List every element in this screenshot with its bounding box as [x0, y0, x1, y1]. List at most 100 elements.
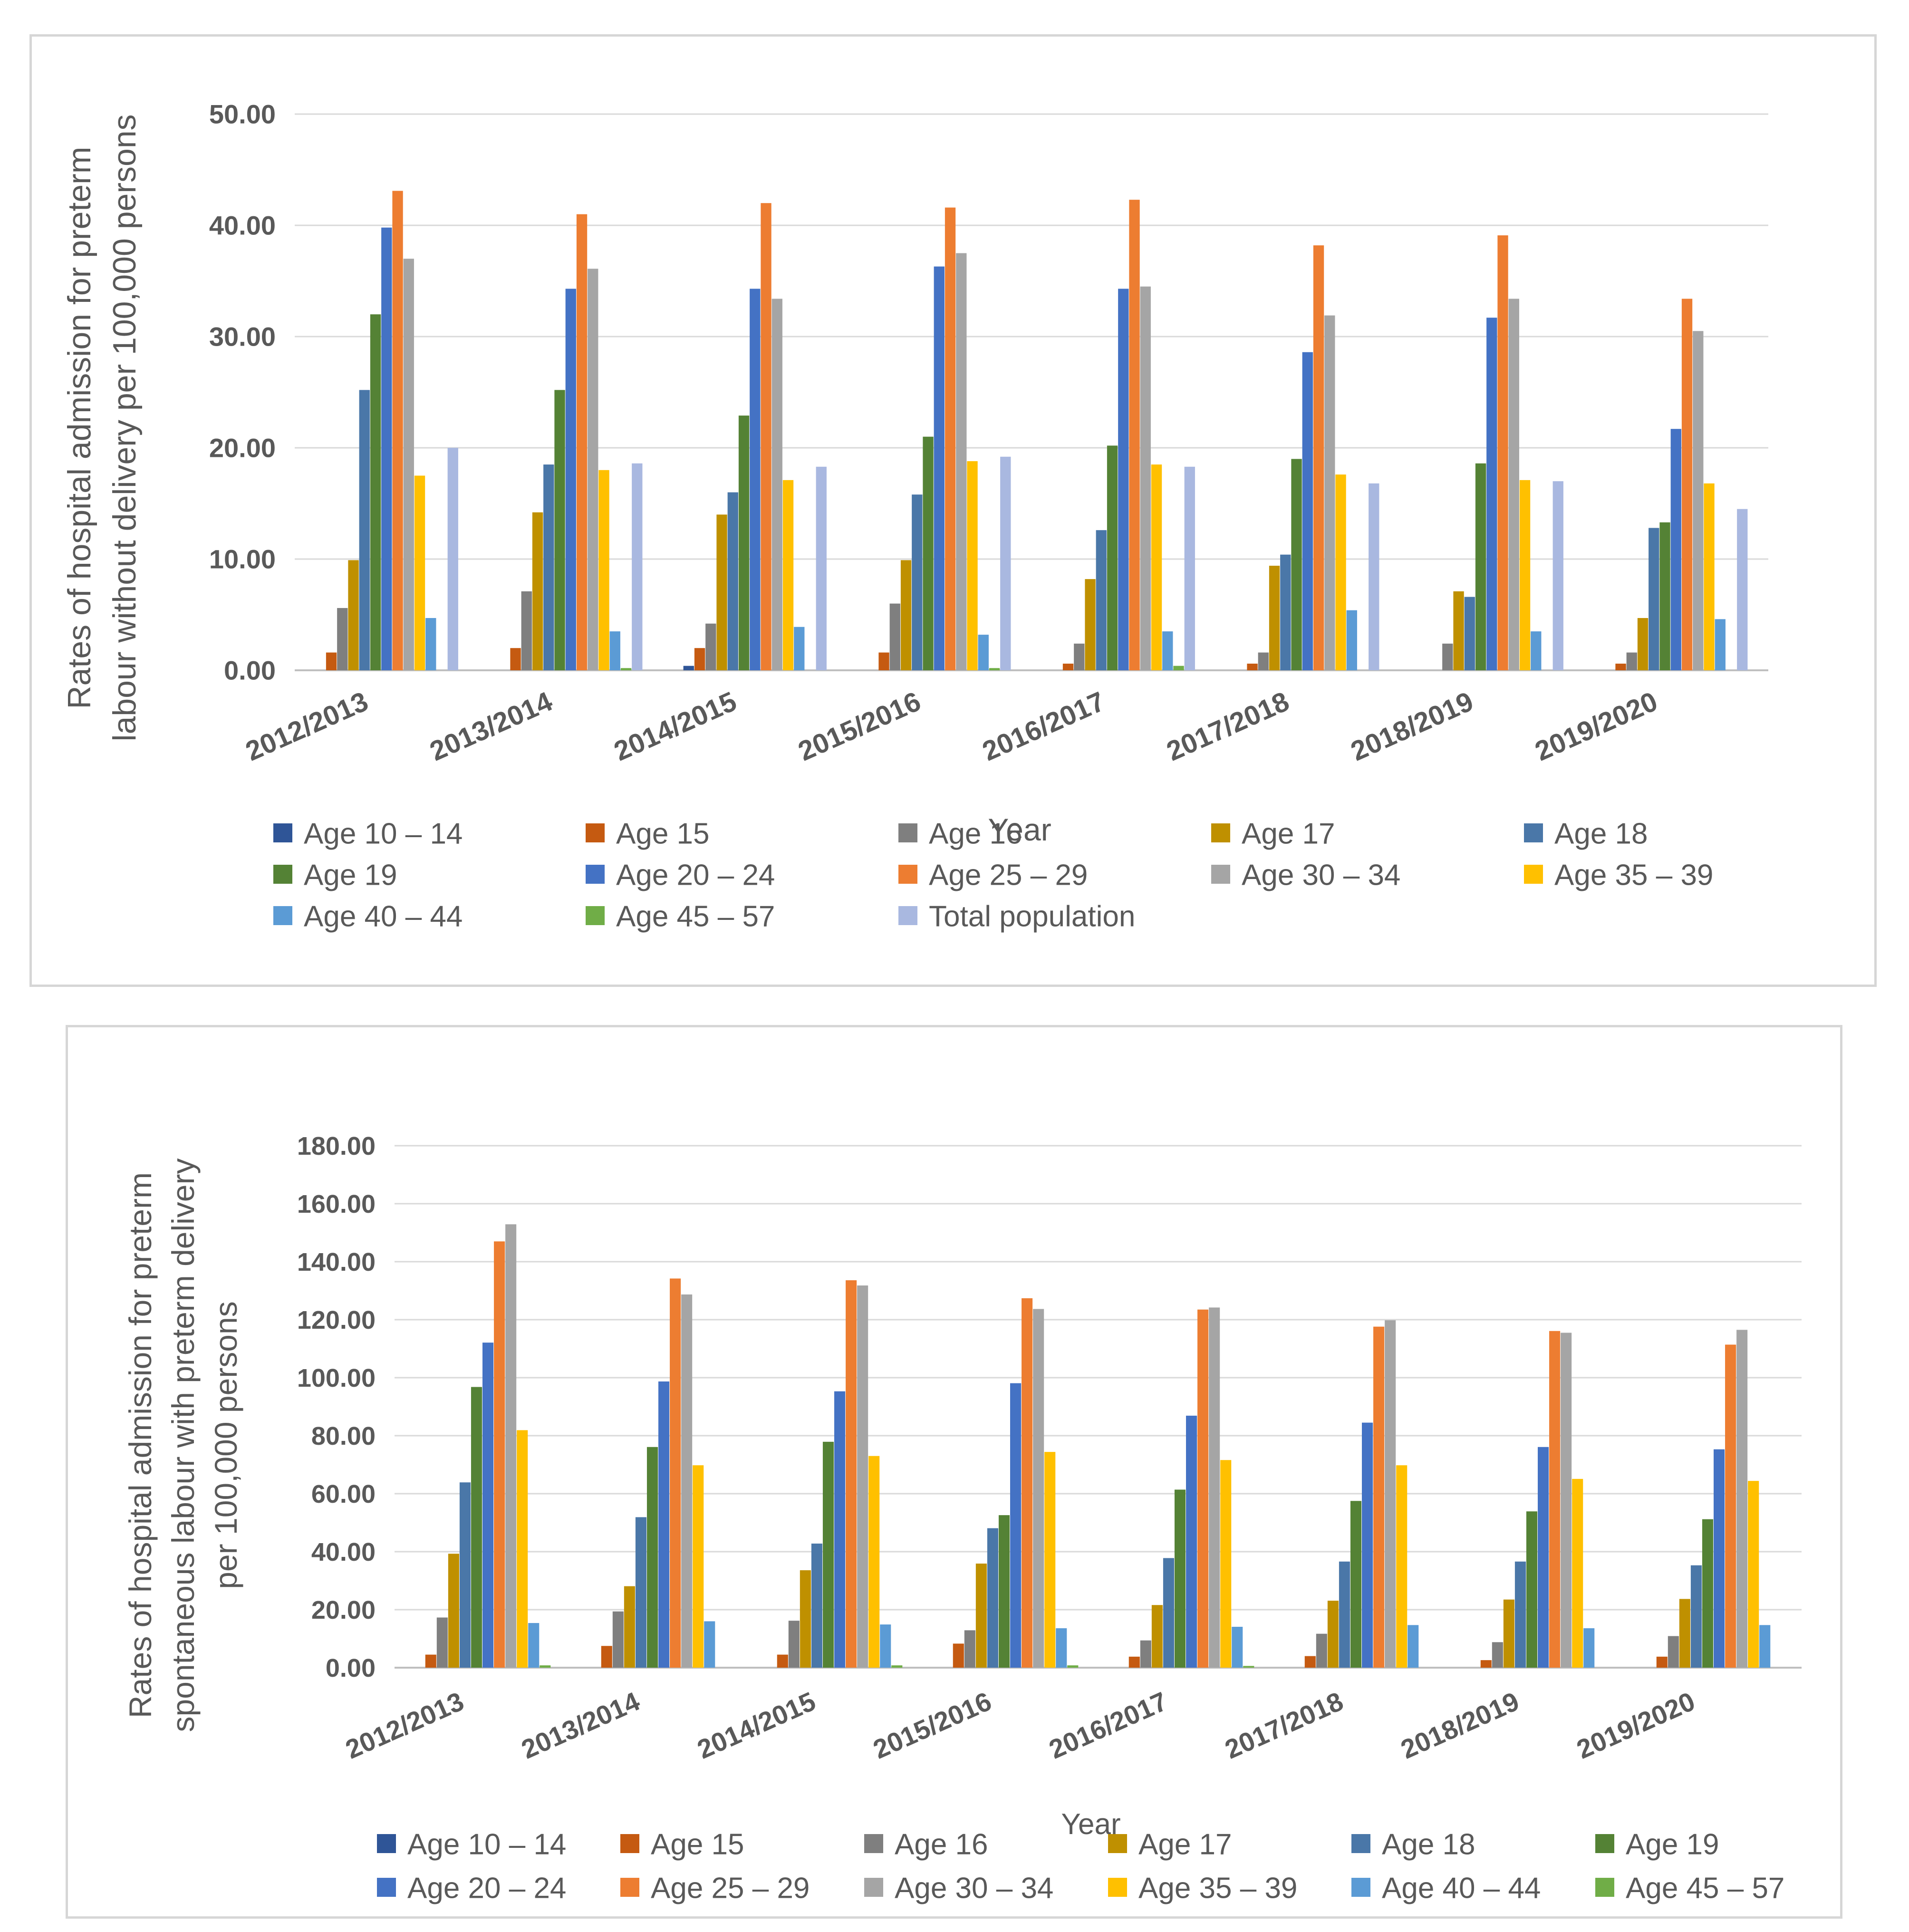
- chart2-y-tick-label: 40.00: [311, 1538, 376, 1566]
- chart2-bar: [1702, 1519, 1714, 1668]
- chart2-bar: [1022, 1298, 1033, 1668]
- chart1-bar: [967, 461, 978, 670]
- chart1-x-tick-label: 2015/2016: [794, 686, 926, 767]
- chart2-bar: [1690, 1565, 1702, 1668]
- chart1-x-tick-label: 2016/2017: [978, 686, 1109, 767]
- chart2-bar: [1220, 1460, 1232, 1668]
- chart1-legend-label: Age 10 – 14: [304, 817, 463, 850]
- chart1-legend-label: Age 15: [616, 817, 710, 850]
- chart2-x-tick-label: 2017/2018: [1220, 1686, 1347, 1764]
- chart2-y-axis-title: per 100,000 persons: [208, 1301, 243, 1589]
- chart1-bar: [1151, 464, 1162, 670]
- chart2-bar: [1339, 1561, 1350, 1668]
- chart2-bar: [612, 1611, 624, 1668]
- chart1-bar: [1162, 631, 1173, 670]
- chart2-legend-label: Age 18: [1382, 1828, 1475, 1861]
- chart1-bar: [1442, 643, 1453, 670]
- chart1-bar: [381, 227, 392, 670]
- chart2-bar: [624, 1586, 635, 1668]
- chart1-bar: [1464, 597, 1475, 670]
- chart2-x-tick-label: 2014/2015: [693, 1686, 820, 1764]
- chart1-y-axis-title: Rates of hospital admission for preterm: [61, 147, 97, 709]
- chart2-x-tick-label: 2013/2014: [517, 1686, 644, 1764]
- chart2-legend-label: Age 25 – 29: [651, 1872, 810, 1904]
- chart1-bar: [956, 253, 967, 670]
- chart1-bar: [727, 492, 738, 670]
- chart2-bar: [964, 1630, 975, 1668]
- chart2-bar: [646, 1447, 658, 1668]
- chart1-legend-swatch: [586, 906, 605, 925]
- chart1-bar: [370, 314, 381, 670]
- chart2-legend-swatch: [1351, 1834, 1370, 1853]
- chart2-bar: [1748, 1481, 1759, 1668]
- chart1-legend-label: Age 16: [929, 817, 1022, 850]
- chart1-bar: [1258, 652, 1269, 670]
- chart2-bar: [1174, 1489, 1186, 1668]
- chart2-legend-label: Age 17: [1138, 1828, 1232, 1861]
- chart2-bar: [704, 1621, 715, 1668]
- chart2-bar: [1140, 1640, 1151, 1668]
- chart2-y-axis-title: spontaneous labour with preterm delivery: [165, 1159, 201, 1732]
- chart1-legend-swatch: [898, 823, 917, 842]
- chart1-bar: [1369, 483, 1379, 670]
- chart1-bar: [348, 560, 359, 670]
- chart2-bar: [1514, 1561, 1526, 1668]
- chart1-bar: [1552, 481, 1563, 670]
- chart1-bar: [878, 652, 889, 670]
- chart1-y-tick-label: 10.00: [209, 544, 276, 574]
- chart1-legend-label: Age 35 – 39: [1554, 859, 1713, 891]
- chart2-bar: [1056, 1628, 1067, 1668]
- chart1-bar: [694, 648, 705, 670]
- chart2-legend-label: Age 20 – 24: [407, 1872, 566, 1904]
- chart1-bar: [1269, 566, 1280, 670]
- chart2-legend-swatch: [1351, 1878, 1370, 1897]
- chart1-legend-swatch: [898, 906, 917, 925]
- chart1-bar: [337, 608, 348, 670]
- chart1-bar: [738, 415, 750, 670]
- chart1-bar: [1096, 530, 1107, 670]
- chart2-bar: [998, 1515, 1010, 1668]
- chart1-bar: [620, 668, 632, 670]
- chart1-bar: [1313, 245, 1324, 670]
- chart2-bar: [1408, 1625, 1419, 1668]
- chart1-y-tick-label: 0.00: [224, 656, 276, 686]
- chart2-legend-label: Age 10 – 14: [407, 1828, 566, 1861]
- chart2-y-tick-label: 20.00: [311, 1596, 376, 1624]
- chart1-bar: [1737, 509, 1748, 670]
- chart1-bar: [392, 191, 403, 671]
- chart2-bar: [670, 1278, 681, 1668]
- chart2-bar: [1067, 1665, 1079, 1668]
- chart2-bar: [1714, 1449, 1725, 1668]
- chart1-legend-label: Age 17: [1242, 817, 1335, 850]
- chart2-bar: [1243, 1666, 1254, 1668]
- chart1-bar: [989, 668, 1000, 670]
- chart2-bar: [494, 1241, 505, 1668]
- chart1-bar: [425, 618, 436, 670]
- chart2-y-tick-label: 120.00: [297, 1306, 376, 1334]
- chart2-bar: [459, 1482, 471, 1668]
- chart2-y-tick-label: 100.00: [297, 1364, 376, 1392]
- chart1-bar: [1519, 480, 1531, 670]
- chart2-legend-label: Age 40 – 44: [1382, 1872, 1541, 1904]
- chart1-bar: [1335, 474, 1346, 670]
- chart2-x-tick-label: 2018/2019: [1396, 1686, 1523, 1764]
- chart1-bar: [609, 631, 620, 670]
- chart1-bar: [1681, 299, 1693, 670]
- chart1-bar: [1062, 663, 1074, 670]
- chart2-bar: [1572, 1478, 1583, 1668]
- chart2-bar: [693, 1465, 704, 1668]
- chart2-bar: [681, 1294, 693, 1668]
- chart1-bar: [716, 514, 727, 670]
- chart2-bar: [1232, 1626, 1243, 1668]
- chart1-bar: [1659, 522, 1670, 670]
- chart1-bar: [521, 591, 532, 670]
- chart2-bar: [1480, 1660, 1492, 1668]
- chart1-legend-swatch: [273, 865, 292, 884]
- chart2-legend-swatch: [377, 1878, 396, 1897]
- chart2-bar: [1033, 1309, 1044, 1668]
- chart2-y-tick-label: 160.00: [297, 1190, 376, 1218]
- chart1-bar: [588, 269, 598, 670]
- chart2-bar: [1373, 1326, 1385, 1668]
- chart1-bar: [1107, 445, 1118, 670]
- chart2-bar: [834, 1391, 846, 1668]
